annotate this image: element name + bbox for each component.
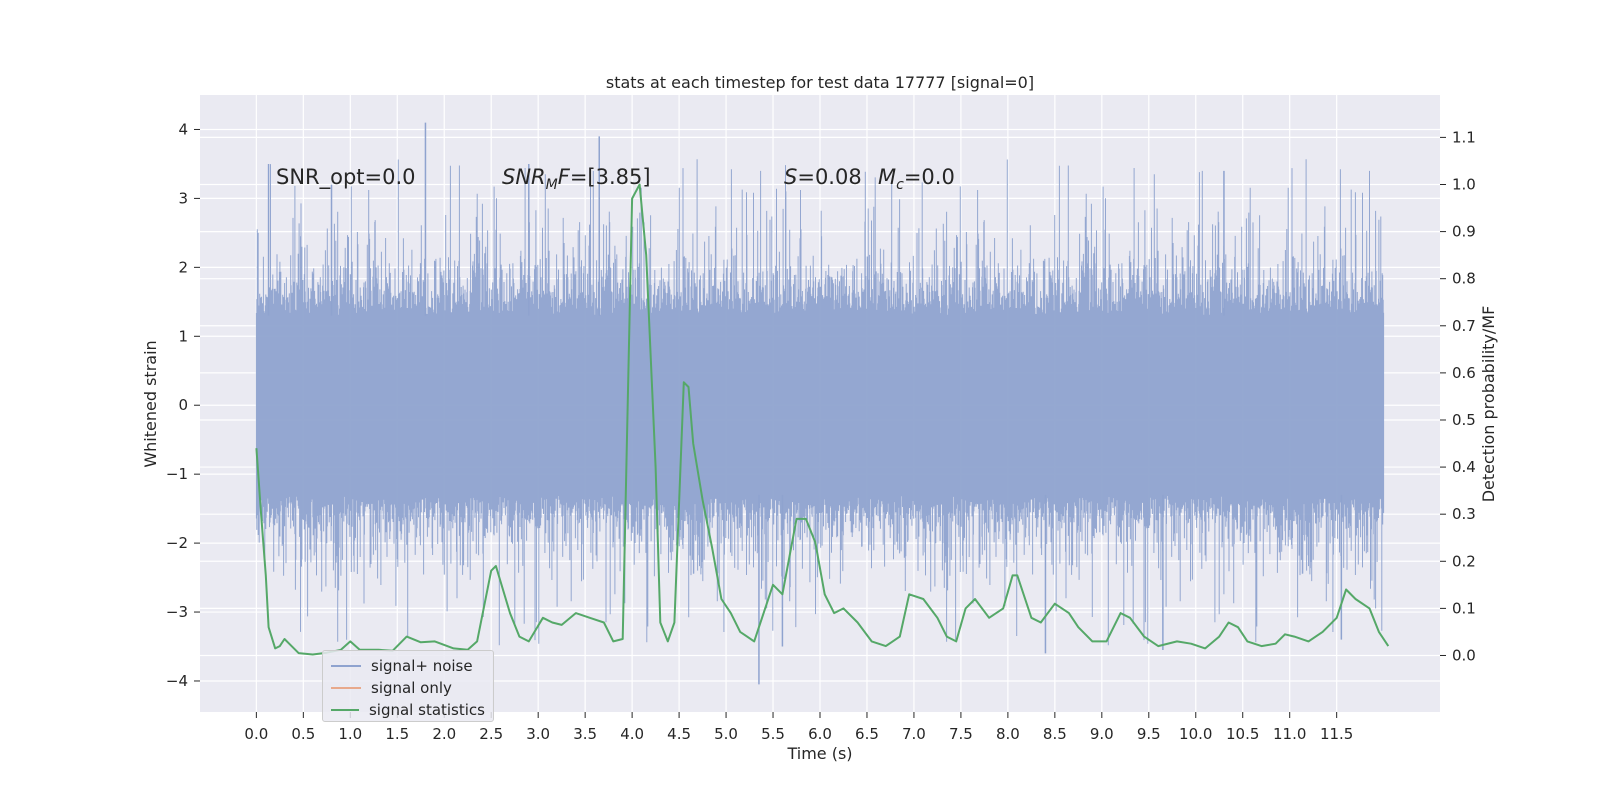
x-tick-label: 5.0 [714, 725, 738, 743]
x-tick-label: 2.0 [432, 725, 456, 743]
y-tick-label: −4 [166, 672, 188, 690]
x-tick-label: 0.0 [244, 725, 268, 743]
y2-tick-label: 0.0 [1452, 646, 1476, 664]
y-axis-ticks: 4 3 2 1 0 −1 −2 −3 −4 [166, 120, 200, 690]
y2-axis-ticks: 1.1 1.0 0.9 0.8 0.7 0.6 0.5 0.4 0.3 0.2 0.1 0.0 [1440, 128, 1476, 664]
legend-swatch-signal-only [331, 687, 361, 689]
x-axis-label: Time (s) [786, 744, 852, 763]
y2-tick-label: 0.5 [1452, 411, 1476, 429]
chart-title: stats at each timestep for test data 177… [606, 73, 1034, 92]
annotation-snr-mf: SNRMF=[3.85] [502, 165, 651, 193]
y2-tick-label: 0.8 [1452, 270, 1476, 288]
legend-label-signal-statistics: signal statistics [368, 701, 485, 719]
x-tick-label: 11.0 [1273, 725, 1306, 743]
legend-item-signal-only: signal only [331, 677, 485, 699]
y-tick-label: 0 [178, 396, 188, 414]
x-tick-label: 3.0 [526, 725, 550, 743]
x-tick-label: 8.5 [1043, 725, 1067, 743]
x-tick-label: 6.5 [855, 725, 879, 743]
x-tick-label: 9.0 [1090, 725, 1114, 743]
y-tick-label: −3 [166, 603, 188, 621]
x-tick-label: 1.0 [338, 725, 362, 743]
y-tick-label: 2 [178, 258, 188, 276]
annotation-snr-opt: SNR_opt=0.0 [276, 165, 416, 190]
y2-tick-label: 0.2 [1452, 552, 1476, 570]
legend-swatch-signal-noise [331, 665, 361, 667]
x-tick-label: 6.0 [808, 725, 832, 743]
x-tick-label: 11.5 [1320, 725, 1353, 743]
y2-tick-label: 1.1 [1452, 128, 1476, 146]
y2-tick-label: 0.6 [1452, 364, 1476, 382]
annotation-s: S=0.08 [784, 165, 862, 189]
y-tick-label: 4 [178, 120, 188, 138]
y-axis-label: Whitened strain [141, 340, 160, 467]
x-tick-label: 7.0 [902, 725, 926, 743]
legend-item-signal-statistics: signal statistics [331, 699, 485, 721]
series-signal-statistics [255, 183, 1390, 656]
noise-trace [255, 159, 1385, 646]
annotation-mc: Mc=0.0 [878, 165, 955, 193]
legend-label-signal-only: signal only [371, 679, 452, 697]
y2-tick-label: 0.7 [1452, 317, 1476, 335]
signal-statistics-line [255, 183, 1390, 656]
x-tick-label: 4.5 [667, 725, 691, 743]
y2-tick-label: 0.4 [1452, 458, 1476, 476]
x-tick-label: 7.5 [949, 725, 973, 743]
x-tick-label: 8.0 [996, 725, 1020, 743]
y2-tick-label: 0.3 [1452, 505, 1476, 523]
x-tick-label: 0.5 [291, 725, 315, 743]
y-tick-label: 1 [178, 327, 188, 345]
y-tick-label: −2 [166, 534, 188, 552]
x-tick-label: 4.0 [620, 725, 644, 743]
x-tick-label: 10.5 [1226, 725, 1259, 743]
y2-tick-label: 1.0 [1452, 175, 1476, 193]
y2-tick-label: 0.1 [1452, 599, 1476, 617]
y-tick-label: −1 [166, 465, 188, 483]
x-tick-label: 9.5 [1137, 725, 1161, 743]
series-signal-plus-noise [255, 122, 1385, 685]
x-tick-label: 1.5 [385, 725, 409, 743]
x-tick-label: 5.5 [761, 725, 785, 743]
x-tick-label: 10.0 [1179, 725, 1212, 743]
legend-item-signal-noise: signal+ noise [331, 655, 485, 677]
legend-swatch-signal-statistics [331, 709, 359, 711]
y2-tick-label: 0.9 [1452, 223, 1476, 241]
x-tick-label: 3.5 [573, 725, 597, 743]
legend: signal+ noise signal only signal statist… [322, 650, 494, 722]
x-tick-label: 2.5 [479, 725, 503, 743]
x-axis-ticks: 0.0 0.5 1.0 1.5 2.0 2.5 3.0 3.5 4.0 4.5 5.0 5.5 6.0 6… [244, 712, 1353, 743]
legend-label-signal-noise: signal+ noise [371, 657, 473, 675]
y2-axis-label: Detection probability/MF [1479, 306, 1498, 503]
y-tick-label: 3 [178, 189, 188, 207]
